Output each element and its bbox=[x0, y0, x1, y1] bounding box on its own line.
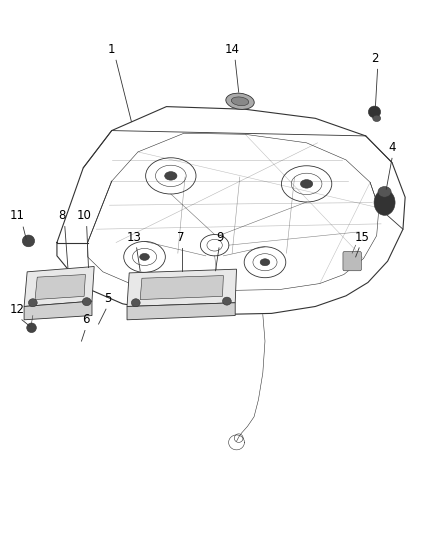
Ellipse shape bbox=[22, 235, 35, 247]
Text: 9: 9 bbox=[216, 231, 224, 244]
Polygon shape bbox=[24, 301, 92, 320]
Text: 14: 14 bbox=[225, 43, 240, 56]
Text: 6: 6 bbox=[82, 313, 90, 326]
Polygon shape bbox=[140, 276, 223, 300]
Ellipse shape bbox=[300, 180, 313, 188]
Polygon shape bbox=[127, 269, 237, 306]
Text: 10: 10 bbox=[77, 209, 92, 222]
Ellipse shape bbox=[82, 297, 91, 306]
Polygon shape bbox=[127, 303, 235, 320]
Text: 12: 12 bbox=[10, 303, 25, 316]
Text: 4: 4 bbox=[388, 141, 396, 154]
Ellipse shape bbox=[27, 323, 36, 333]
Ellipse shape bbox=[131, 298, 140, 307]
Ellipse shape bbox=[368, 106, 381, 118]
Text: 8: 8 bbox=[59, 209, 66, 222]
Ellipse shape bbox=[226, 93, 254, 109]
FancyBboxPatch shape bbox=[343, 252, 361, 271]
Polygon shape bbox=[24, 266, 94, 306]
Ellipse shape bbox=[373, 115, 381, 122]
Ellipse shape bbox=[260, 259, 270, 265]
Text: 11: 11 bbox=[10, 209, 25, 222]
Text: 5: 5 bbox=[105, 292, 112, 305]
Text: 7: 7 bbox=[177, 231, 185, 244]
Text: 1: 1 bbox=[108, 43, 116, 56]
Ellipse shape bbox=[231, 97, 249, 106]
Text: 13: 13 bbox=[127, 231, 141, 244]
Ellipse shape bbox=[140, 254, 149, 260]
Ellipse shape bbox=[378, 187, 391, 197]
Ellipse shape bbox=[374, 190, 395, 215]
Ellipse shape bbox=[28, 298, 37, 307]
Ellipse shape bbox=[223, 297, 231, 305]
Polygon shape bbox=[35, 274, 85, 300]
Ellipse shape bbox=[165, 172, 177, 180]
Text: 2: 2 bbox=[371, 52, 378, 65]
Text: 15: 15 bbox=[355, 231, 370, 244]
